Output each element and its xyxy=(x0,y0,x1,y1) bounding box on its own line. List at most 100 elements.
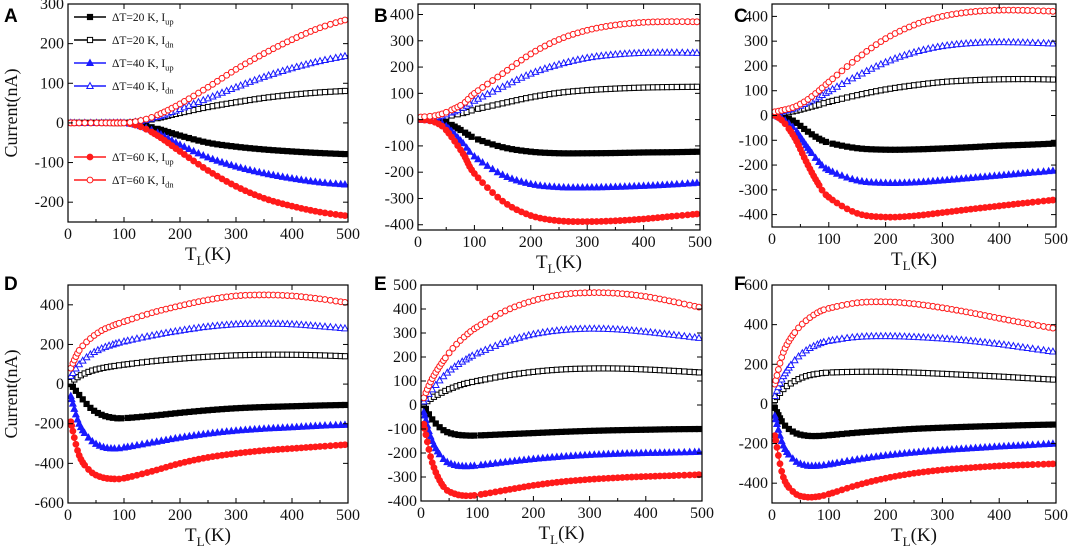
data-point xyxy=(311,177,320,185)
data-point xyxy=(1014,342,1023,350)
data-point xyxy=(269,319,278,327)
data-point xyxy=(522,53,530,61)
data-point xyxy=(905,332,914,340)
data-point xyxy=(250,319,259,327)
y-tick-label: 0 xyxy=(56,376,64,393)
data-point xyxy=(278,319,287,327)
data-point xyxy=(499,70,507,78)
data-point xyxy=(341,353,348,360)
data-point xyxy=(326,322,335,331)
y-tick-label: -400 xyxy=(385,217,414,234)
data-point xyxy=(999,441,1008,450)
data-point xyxy=(320,322,330,330)
data-point xyxy=(980,442,990,451)
y-tick-label: 100 xyxy=(744,83,768,100)
data-point xyxy=(545,182,554,190)
legend-item: ΔT=40 K, Iup xyxy=(74,58,174,73)
data-point xyxy=(833,369,841,376)
data-point xyxy=(71,364,80,372)
data-point xyxy=(441,354,449,362)
data-point xyxy=(772,437,780,444)
data-point xyxy=(985,338,994,346)
legend-item: ΔT=40 K, Idn xyxy=(74,81,174,96)
data-point xyxy=(853,55,861,62)
y-tick-label: 200 xyxy=(393,349,417,366)
series-group xyxy=(68,291,348,483)
data-point xyxy=(264,319,273,327)
x-tick-label: 100 xyxy=(112,226,136,243)
data-point xyxy=(522,178,531,186)
data-point xyxy=(1039,345,1048,354)
series-red-filled-circle xyxy=(68,418,348,483)
data-point xyxy=(680,447,689,456)
data-point xyxy=(828,167,837,175)
data-point xyxy=(947,334,956,343)
data-point xyxy=(818,186,826,194)
data-point xyxy=(1049,140,1056,147)
data-point xyxy=(985,442,994,451)
data-point xyxy=(250,166,259,175)
data-point xyxy=(427,453,434,460)
data-point xyxy=(332,88,339,95)
panel-F: F 0 100 200 300 400 500 -400 -200 0 200 400 600 TL(K) xyxy=(734,274,1068,546)
data-point xyxy=(512,175,521,184)
data-point xyxy=(536,181,545,189)
y-axis-label: Current(nA) xyxy=(1,350,22,439)
data-point xyxy=(681,426,688,433)
data-point xyxy=(673,83,680,91)
data-point xyxy=(819,460,828,469)
data-point xyxy=(1049,76,1056,83)
data-point xyxy=(83,400,90,408)
y-tick-label: -100 xyxy=(385,138,414,155)
data-point xyxy=(773,443,781,451)
data-point xyxy=(432,420,439,427)
data-point xyxy=(1009,441,1018,449)
data-point xyxy=(843,63,851,70)
data-point xyxy=(1004,441,1013,450)
data-point xyxy=(489,189,496,196)
legend-label: ΔT=60 K, Iup xyxy=(112,152,174,167)
data-point xyxy=(484,184,491,192)
data-point xyxy=(838,369,846,376)
data-point xyxy=(653,180,662,189)
data-point xyxy=(1035,421,1042,428)
y-tick-label: 300 xyxy=(390,33,414,50)
data-point xyxy=(79,342,87,350)
data-point xyxy=(489,141,496,148)
data-point xyxy=(487,431,494,439)
data-point xyxy=(644,48,653,56)
data-point xyxy=(316,402,324,409)
data-point xyxy=(943,334,952,342)
data-point xyxy=(1023,38,1032,46)
x-tick-label: 400 xyxy=(632,234,656,251)
data-point xyxy=(1039,167,1048,175)
data-point xyxy=(301,320,311,329)
series-black-filled-square xyxy=(421,401,702,439)
data-point xyxy=(838,142,846,149)
data-point xyxy=(1034,198,1042,205)
data-point xyxy=(692,48,700,56)
panel-E: E 0 100 200 300 400 500 -400 -300 -200 -100 0 100 200… xyxy=(374,274,714,546)
data-point xyxy=(844,143,851,150)
data-point xyxy=(199,151,208,159)
data-point xyxy=(1024,75,1031,83)
y-tick-label: 0 xyxy=(760,108,768,125)
data-point xyxy=(513,60,521,67)
data-point xyxy=(540,181,549,190)
y-tick-label: -200 xyxy=(35,416,64,433)
data-point xyxy=(1028,168,1037,176)
data-point xyxy=(995,37,1004,46)
data-point xyxy=(611,182,620,190)
data-point xyxy=(138,359,146,366)
data-point xyxy=(815,157,824,166)
data-point xyxy=(623,448,632,457)
data-point xyxy=(685,332,694,340)
legend-marker xyxy=(86,13,94,21)
data-point xyxy=(886,178,895,187)
data-point xyxy=(316,89,324,96)
data-point xyxy=(315,321,325,330)
x-axis-label-unit: (K) xyxy=(911,249,937,270)
data-point xyxy=(133,414,141,421)
panel-D: D 0 100 200 300 400 500 -600 -400 -200 0 200 400 TL(K… xyxy=(1,274,360,546)
data-point xyxy=(685,447,694,456)
